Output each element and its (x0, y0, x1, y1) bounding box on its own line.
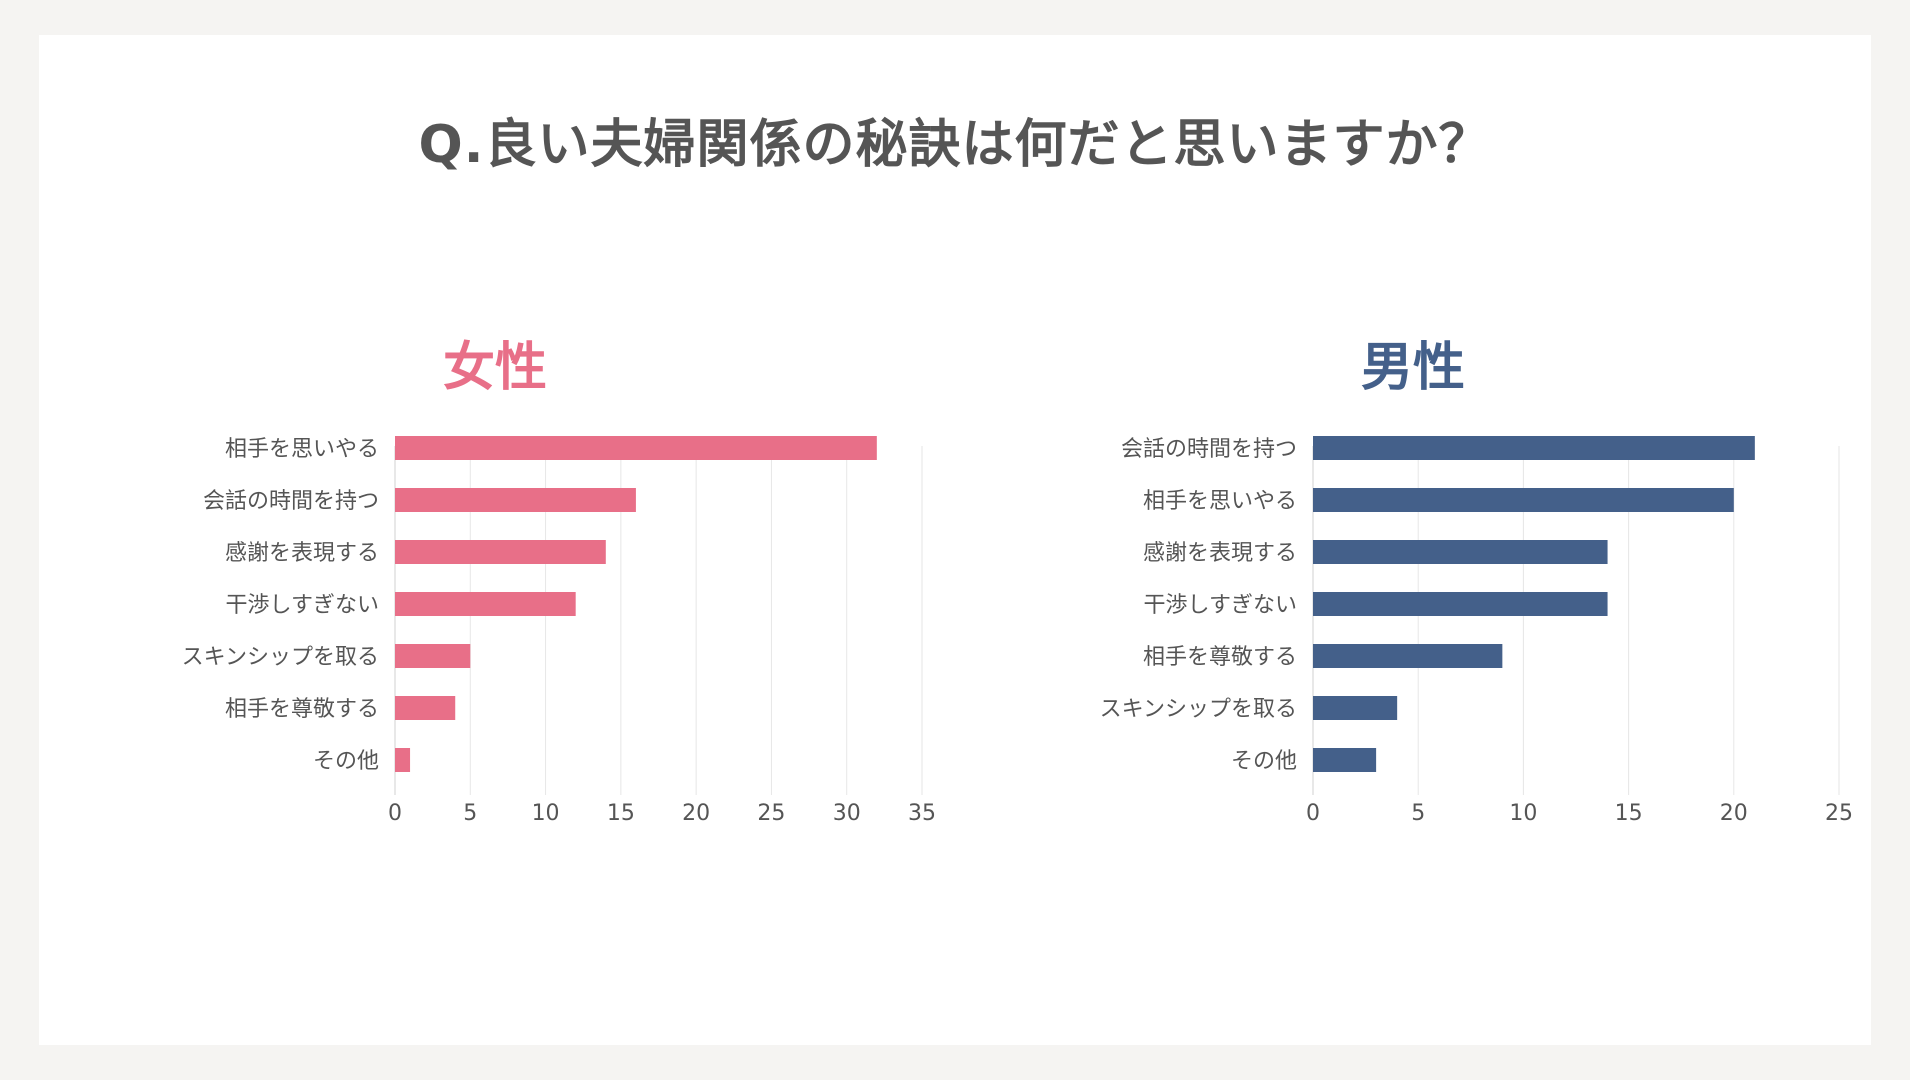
male-bar (1313, 644, 1503, 668)
female-x-tick-label: 30 (833, 801, 861, 826)
male-bar (1313, 488, 1734, 512)
male-bar (1313, 696, 1398, 720)
female-category-label: 感謝を表現する (225, 541, 379, 566)
female-x-tick-label: 20 (682, 801, 710, 826)
male-x-tick-label: 20 (1720, 801, 1748, 826)
female-category-label: 干渉しすぎない (225, 593, 379, 618)
male-category-label: 相手を思いやる (1143, 489, 1297, 514)
male-category-label: スキンシップを取る (1100, 697, 1297, 722)
female-category-label: 相手を尊敬する (225, 697, 379, 722)
female-x-tick-label: 15 (607, 801, 635, 826)
female-bar (395, 488, 636, 512)
male-chart-title: 男性 (1361, 338, 1465, 398)
male-bar (1313, 540, 1608, 564)
male-category-label: 感謝を表現する (1143, 541, 1297, 566)
female-x-tick-label: 25 (757, 801, 785, 826)
female-x-tick-label: 10 (532, 801, 560, 826)
male-x-tick-label: 15 (1615, 801, 1643, 826)
female-x-tick-label: 35 (908, 801, 936, 826)
female-bar (395, 540, 606, 564)
male-category-label: 会話の時間を持つ (1121, 437, 1297, 462)
female-category-label: 相手を思いやる (225, 437, 379, 462)
male-x-tick-label: 0 (1306, 801, 1320, 826)
female-bar (395, 592, 576, 616)
male-x-tick-label: 25 (1825, 801, 1853, 826)
female-bar (395, 436, 877, 460)
female-category-label: スキンシップを取る (182, 645, 379, 670)
male-bar (1313, 436, 1755, 460)
female-x-tick-label: 5 (463, 801, 477, 826)
male-category-label: その他 (1231, 749, 1297, 774)
female-bar (395, 748, 411, 772)
male-bar (1313, 748, 1377, 772)
female-bar (395, 696, 456, 720)
male-x-tick-label: 5 (1411, 801, 1425, 826)
male-x-tick-label: 10 (1509, 801, 1537, 826)
male-category-label: 相手を尊敬する (1143, 645, 1297, 670)
female-x-tick-label: 0 (388, 801, 402, 826)
female-chart-title: 女性 (443, 338, 547, 398)
male-category-label: 干渉しすぎない (1143, 593, 1297, 618)
female-category-label: 会話の時間を持つ (203, 489, 379, 514)
male-bar (1313, 592, 1608, 616)
female-category-label: その他 (313, 749, 379, 774)
page-title: Q.良い夫婦関係の秘訣は何だと思いますか？ (418, 115, 1492, 175)
female-bar (395, 644, 471, 668)
